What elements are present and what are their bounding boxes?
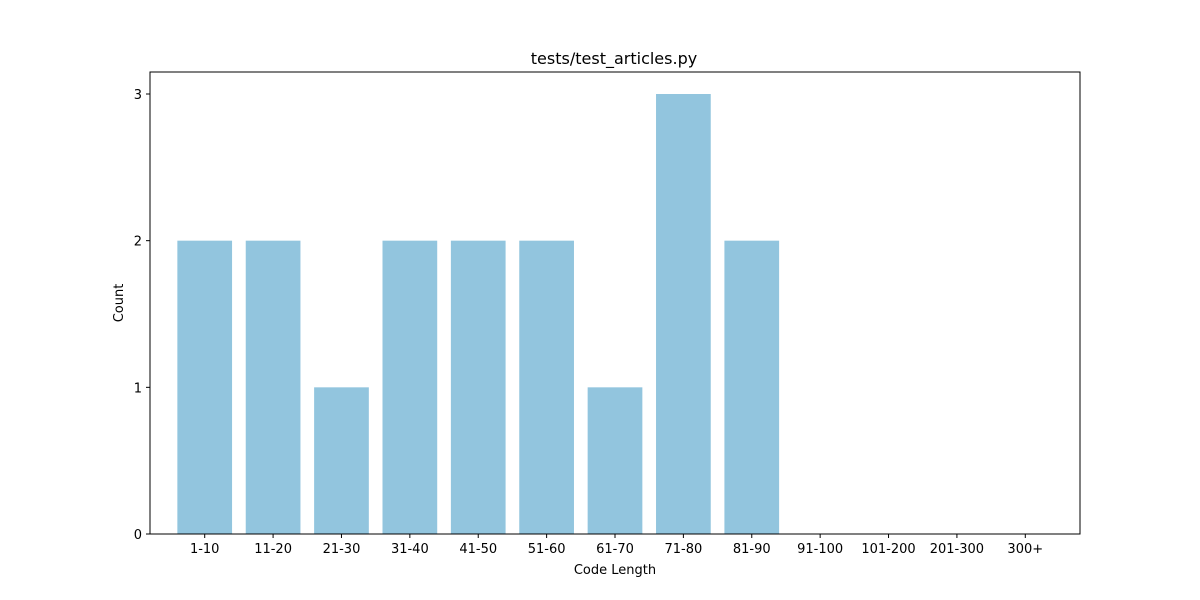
bar-61-70 <box>587 387 643 534</box>
x-tick-label: 81-90 <box>733 542 771 557</box>
x-tick-label: 71-80 <box>664 542 702 557</box>
bar-81-90 <box>724 240 780 535</box>
x-tick-label: 101-200 <box>861 542 915 557</box>
x-tick-label: 31-40 <box>391 542 429 557</box>
x-tick-label: 91-100 <box>797 542 843 557</box>
bar-51-60 <box>519 240 574 535</box>
plot-frame <box>149 71 1081 535</box>
chart-title: tests/test_articles.py <box>531 49 697 69</box>
x-tick-label: 201-300 <box>930 542 984 557</box>
x-tick-label: 11-20 <box>254 542 292 557</box>
bar-1-10 <box>177 240 233 535</box>
x-tick-label: 51-60 <box>528 542 566 557</box>
bar-31-40 <box>382 240 438 535</box>
x-tick-label: 61-70 <box>596 542 634 557</box>
bar-11-20 <box>245 240 301 535</box>
y-axis-ticks: 0 1 2 3 <box>134 88 150 543</box>
y-tick-label: 1 <box>134 381 142 396</box>
x-axis-ticks: 1-10 11-20 21-30 31-40 41-50 51-60 61-70 71-80 8… <box>190 534 1043 557</box>
y-axis-title: Count <box>112 284 127 323</box>
x-tick-label: 1-10 <box>190 542 220 557</box>
x-tick-label: 300+ <box>1007 542 1043 557</box>
bars-group <box>177 94 780 535</box>
bar-71-80 <box>656 94 711 534</box>
y-tick-label: 2 <box>134 235 142 250</box>
bar-41-50 <box>450 240 506 535</box>
x-axis-title: Code Length <box>574 563 656 578</box>
x-tick-label: 21-30 <box>323 542 361 557</box>
y-tick-label: 3 <box>134 88 142 103</box>
y-tick-label: 0 <box>134 528 142 543</box>
bar-21-30 <box>314 387 369 534</box>
x-tick-label: 41-50 <box>459 542 497 557</box>
